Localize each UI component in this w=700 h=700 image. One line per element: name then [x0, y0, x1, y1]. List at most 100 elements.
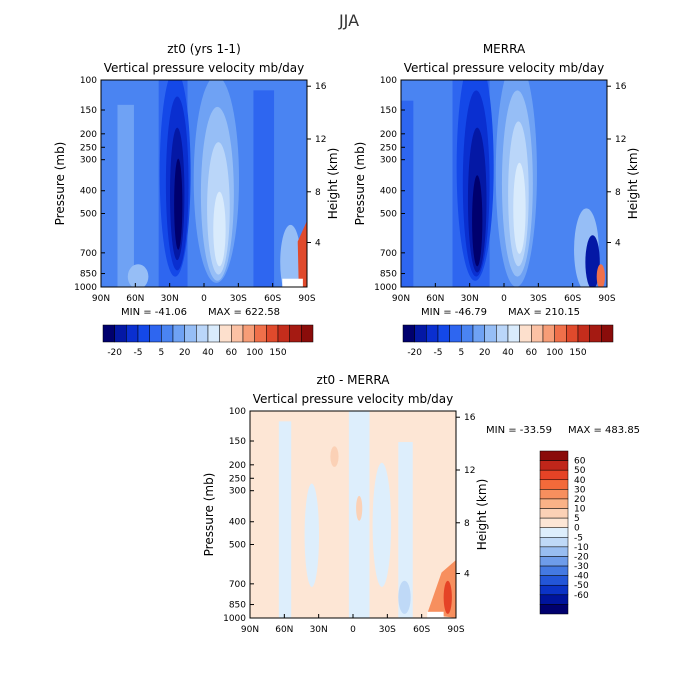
max-value: MAX = 483.85	[568, 425, 640, 436]
y-tick-label: 700	[80, 249, 97, 259]
height-tick-label: 16	[315, 82, 327, 92]
height-tick-label: 12	[464, 466, 475, 476]
x-tick-label: 30N	[461, 294, 479, 304]
y-tick-label: 400	[229, 518, 246, 528]
chart-panel: MERRA Vertical pressure velocity mb/day 90…	[353, 42, 640, 358]
colorbar-swatch	[184, 324, 197, 343]
colorbar-swatch	[496, 324, 509, 343]
colorbar-swatch	[539, 498, 569, 509]
y-tick-label: 150	[80, 106, 97, 116]
colorbar-swatch	[539, 489, 569, 500]
x-tick-label: 90N	[241, 625, 259, 635]
y-tick-label: 300	[80, 156, 97, 166]
x-tick-label: 90S	[598, 294, 615, 304]
y-tick-label: 1000	[374, 283, 397, 293]
colorbar-label: -20	[107, 348, 122, 358]
y-tick-label: 150	[229, 437, 246, 447]
colorbar-swatch	[426, 324, 439, 343]
heatmap-field	[101, 80, 307, 287]
colorbar-swatch	[539, 584, 569, 596]
colorbar-swatch	[577, 324, 590, 343]
y-tick-label: 700	[229, 580, 246, 590]
colorbar-label: 5	[458, 348, 464, 358]
colorbar-label: 20	[574, 495, 586, 505]
colorbar-swatch	[196, 324, 209, 343]
x-tick-label: 30S	[230, 294, 247, 304]
colorbar-swatch	[539, 527, 569, 538]
colorbar-swatch	[519, 324, 532, 343]
colorbar-label: 20	[179, 348, 191, 358]
colorbar-swatch	[566, 324, 579, 343]
y-tick-label: 1000	[223, 614, 246, 624]
colorbar-label: 100	[546, 348, 563, 358]
colorbar-label: -50	[574, 581, 589, 591]
x-tick-label: 30N	[310, 625, 328, 635]
colorbar-label: -5	[434, 348, 443, 358]
height-tick-label: 12	[315, 135, 326, 145]
y-tick-label: 850	[380, 270, 397, 280]
colorbar-swatch	[114, 324, 127, 343]
y-tick-label: 100	[380, 76, 397, 86]
y-tick-label: 300	[229, 487, 246, 497]
colorbar-label: 40	[574, 476, 586, 486]
colorbar-swatch	[539, 517, 569, 528]
heatmap-field	[401, 80, 607, 287]
colorbar-label: 150	[569, 348, 586, 358]
height-tick-label: 8	[315, 188, 321, 198]
x-tick-label: 90N	[392, 294, 410, 304]
colorbar-swatch	[161, 324, 174, 343]
x-tick-label: 30S	[530, 294, 547, 304]
chart-panel: zt0 (yrs 1-1) Vertical pressure velocity …	[53, 42, 340, 358]
colorbar-swatch	[539, 546, 569, 557]
colorbar-swatch	[539, 537, 569, 548]
height-axis-label: Height (km)	[326, 148, 340, 219]
height-tick-label: 16	[615, 82, 627, 92]
colorbar-swatch	[102, 324, 115, 343]
y-tick-label: 250	[229, 474, 246, 484]
y-tick-label: 850	[229, 601, 246, 611]
colorbar-label: -30	[574, 562, 589, 572]
colorbar-swatch	[539, 594, 569, 605]
y-tick-label: 700	[380, 249, 397, 259]
colorbar-label: 5	[574, 514, 580, 524]
y-tick-label: 300	[380, 156, 397, 166]
colorbar-label: 10	[574, 505, 586, 515]
colorbar-swatch	[539, 575, 569, 586]
colorbar-swatch	[149, 324, 162, 343]
y-tick-label: 400	[380, 187, 397, 197]
colorbar-swatch	[539, 479, 569, 490]
colorbar-swatch	[542, 324, 555, 343]
colorbar-label: 50	[574, 466, 586, 476]
colorbar-label: -20	[407, 348, 422, 358]
chart-panel: zt0 - MERRA Vertical pressure velocity mb…	[202, 373, 640, 635]
colorbar-swatch	[414, 324, 427, 343]
y-tick-label: 1000	[74, 283, 97, 293]
x-tick-label: 90S	[298, 294, 315, 304]
y-tick-label: 150	[380, 106, 397, 116]
height-axis-label: Height (km)	[475, 479, 489, 550]
y-axis-label: Pressure (mb)	[202, 473, 216, 557]
colorbar-swatch	[589, 324, 602, 343]
colorbar-swatch	[539, 565, 569, 576]
x-tick-label: 90N	[92, 294, 110, 304]
colorbar-swatch	[242, 324, 255, 343]
y-tick-label: 200	[80, 130, 97, 140]
chart-title: zt0 (yrs 1-1)	[167, 42, 241, 56]
colorbar-label: -10	[574, 543, 589, 553]
y-tick-label: 850	[80, 270, 97, 280]
y-tick-label: 250	[380, 143, 397, 153]
colorbar-swatch	[539, 508, 569, 519]
y-tick-label: 100	[229, 407, 246, 417]
colorbar-swatch	[301, 324, 314, 343]
colorbar-label: -5	[574, 533, 583, 543]
colorbar-swatch	[231, 324, 244, 343]
y-tick-label: 500	[80, 210, 97, 220]
height-tick-label: 4	[464, 569, 470, 579]
y-tick-label: 200	[229, 461, 246, 471]
colorbar-label: 60	[226, 348, 238, 358]
chart-title: zt0 - MERRA	[317, 373, 391, 387]
x-tick-label: 60N	[126, 294, 144, 304]
chart-subtitle: Vertical pressure velocity mb/day	[253, 392, 454, 406]
colorbar-swatch	[539, 469, 569, 481]
